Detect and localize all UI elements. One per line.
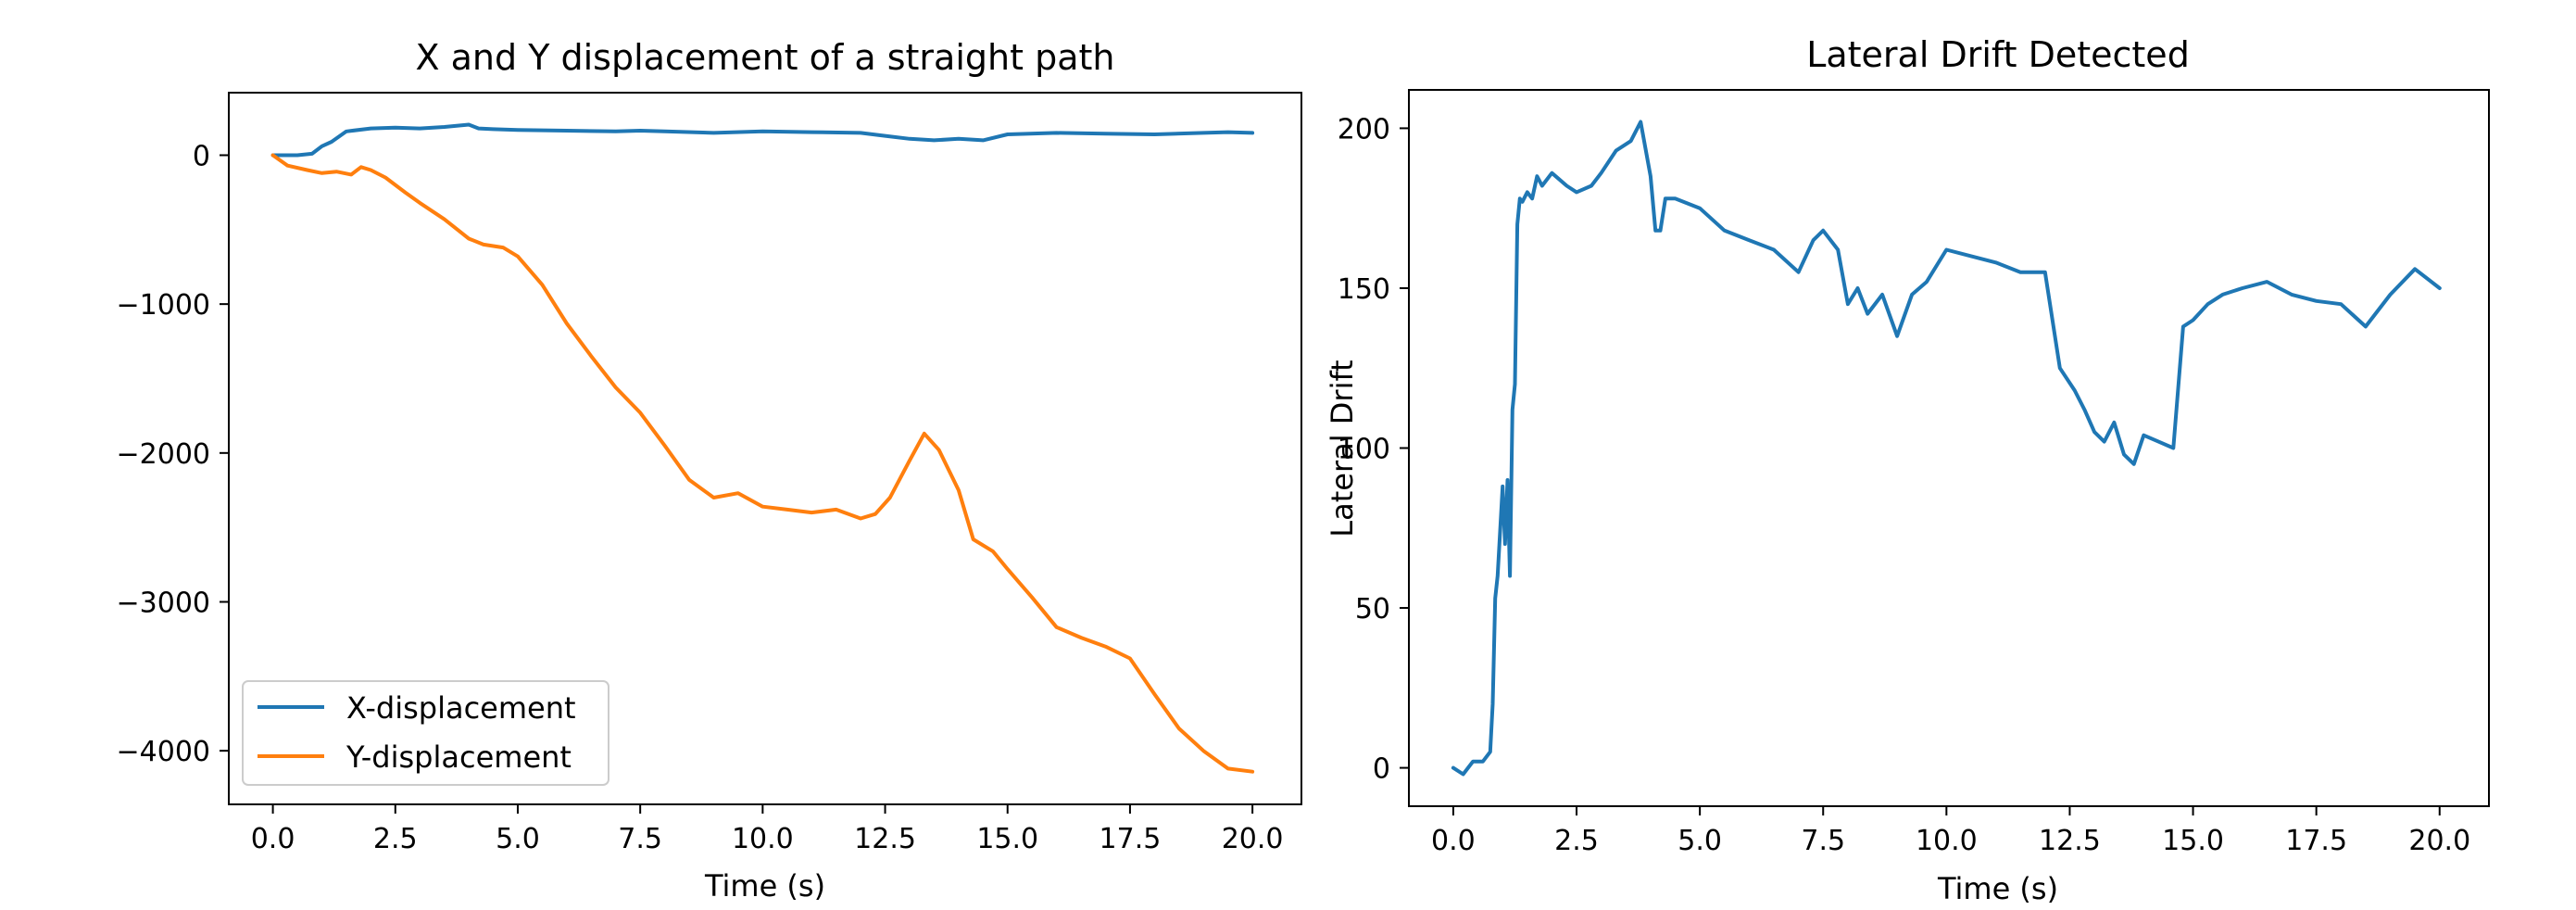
x-tick-label: 12.5 — [854, 823, 916, 855]
y-tick-label: 150 — [1338, 273, 1390, 306]
x-tick-label: 0.0 — [251, 823, 295, 855]
y-tick-label: −2000 — [117, 438, 210, 471]
y-tick-label: 100 — [1338, 434, 1390, 466]
series-line-x-displacement — [270, 122, 1255, 158]
y-tick-label: −1000 — [117, 289, 210, 322]
chart-displacement-title: X and Y displacement of a straight path — [416, 37, 1115, 78]
x-tick-label: 5.0 — [496, 823, 540, 855]
y-tick-label: 200 — [1338, 113, 1390, 145]
chart-lateral-drift-xlabel: Time (s) — [1937, 871, 2058, 906]
chart-displacement-legend: X-displacement Y-displacement — [242, 680, 609, 786]
y-tick-label: −3000 — [117, 587, 210, 619]
series-line-y-displacement — [270, 153, 1255, 774]
x-tick-label: 17.5 — [2285, 825, 2347, 857]
chart-lateral-drift-plot-area: 0.0 2.5 5.0 7.5 10.0 12.5 15.0 17.5 20.0 0 50 100 15… — [1338, 113, 2470, 857]
legend-box — [242, 680, 609, 786]
x-tick-label: 12.5 — [2039, 825, 2101, 857]
x-tick-label: 0.0 — [1431, 825, 1476, 857]
y-tick-label: 0 — [193, 140, 210, 172]
x-tick-label: 2.5 — [373, 823, 418, 855]
series-line-lateral-drift — [1451, 120, 2442, 777]
x-tick-label: 15.0 — [976, 823, 1038, 855]
y-tick-label: 50 — [1355, 593, 1390, 626]
y-tick-label: 0 — [1373, 753, 1390, 786]
chart-displacement: X and Y displacement of a straight path … — [117, 37, 1302, 904]
x-tick-label: 15.0 — [2162, 825, 2224, 857]
x-tick-label: 7.5 — [1801, 825, 1845, 857]
chart-lateral-drift: Lateral Drift Detected Time (s) Lateral … — [1325, 34, 2490, 906]
chart-displacement-plot-area: 0.0 2.5 5.0 7.5 10.0 12.5 15.0 17.5 20.0 0 −1000 −2… — [117, 122, 1284, 855]
x-tick-label: 5.0 — [1678, 825, 1722, 857]
chart-displacement-xlabel: Time (s) — [704, 868, 825, 904]
legend-label-y-displacement: Y-displacement — [346, 739, 572, 775]
y-tick-label: −4000 — [117, 736, 210, 768]
x-tick-label: 17.5 — [1100, 823, 1162, 855]
chart-lateral-drift-title: Lateral Drift Detected — [1806, 34, 2190, 75]
x-tick-label: 7.5 — [618, 823, 662, 855]
x-tick-label: 20.0 — [2408, 825, 2470, 857]
chart-lateral-drift-ylabel: Lateral Drift — [1325, 360, 1360, 537]
x-tick-label: 10.0 — [1916, 825, 1978, 857]
x-tick-label: 10.0 — [732, 823, 794, 855]
x-tick-label: 2.5 — [1554, 825, 1599, 857]
x-tick-label: 20.0 — [1222, 823, 1284, 855]
chart-lateral-drift-frame — [1408, 89, 2490, 807]
chart-displacement-frame — [228, 92, 1302, 805]
legend-label-x-displacement: X-displacement — [346, 690, 576, 726]
